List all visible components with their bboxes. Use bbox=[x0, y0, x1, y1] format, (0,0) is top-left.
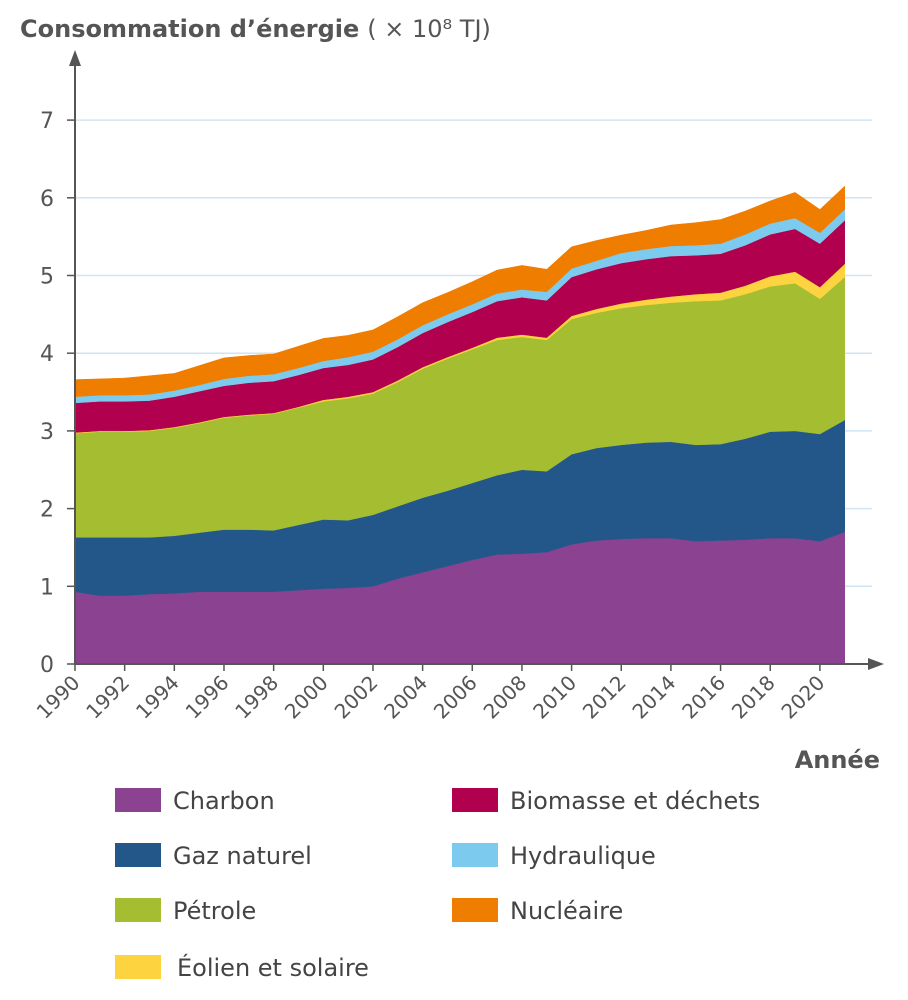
x-tick-label: 1990 bbox=[32, 671, 85, 724]
legend-swatch bbox=[115, 843, 161, 867]
legend-label: Éolien et solaire bbox=[177, 953, 369, 982]
legend-label: Pétrole bbox=[173, 897, 256, 925]
y-axis-arrow bbox=[69, 50, 81, 66]
x-tick-label: 2008 bbox=[479, 671, 532, 724]
legend-swatch bbox=[452, 898, 498, 922]
area-nucleaire bbox=[74, 185, 845, 397]
x-tick-label: 2018 bbox=[727, 671, 780, 724]
x-tick-label: 2012 bbox=[578, 671, 631, 724]
legend-item: Hydraulique bbox=[452, 842, 656, 870]
y-tick-label: 1 bbox=[40, 575, 54, 600]
legend-label: Nucléaire bbox=[510, 897, 623, 925]
axes bbox=[69, 50, 884, 670]
legend-item: Biomasse et déchets bbox=[452, 787, 760, 815]
chart-title: Consommation d’énergie( × 10⁸ TJ) bbox=[20, 15, 491, 43]
y-tick-label: 3 bbox=[40, 420, 54, 445]
x-tick-label: 1998 bbox=[230, 671, 283, 724]
x-tick-labels: 1990199219941996199820002002200420062008… bbox=[32, 671, 830, 724]
y-tick-label: 5 bbox=[40, 265, 54, 290]
y-tick-label: 2 bbox=[40, 498, 54, 523]
legend-item: Pétrole bbox=[115, 897, 256, 925]
legend-swatch bbox=[452, 843, 498, 867]
x-tick-label: 2016 bbox=[677, 671, 730, 724]
x-axis-arrow bbox=[868, 658, 884, 670]
legend-swatch bbox=[115, 788, 161, 812]
x-tick-label: 2020 bbox=[776, 671, 829, 724]
legend-item: Nucléaire bbox=[452, 897, 623, 925]
legend-swatch bbox=[115, 955, 161, 979]
x-tick-label: 2006 bbox=[429, 671, 482, 724]
x-tick-label: 2010 bbox=[528, 671, 581, 724]
legend-item: Éolien et solaire bbox=[115, 953, 369, 982]
legend-item: Charbon bbox=[115, 787, 275, 815]
y-tick-labels: 0 1 2 3 4 5 6 7 bbox=[40, 109, 54, 678]
legend-label: Biomasse et déchets bbox=[510, 787, 760, 815]
x-axis-label: Année bbox=[795, 746, 880, 774]
legend-swatch bbox=[452, 788, 498, 812]
y-tick-label: 6 bbox=[40, 187, 54, 212]
x-tick-label: 2004 bbox=[379, 671, 432, 724]
y-tick-label: 4 bbox=[40, 342, 54, 367]
y-tick-label: 0 bbox=[40, 653, 54, 678]
y-tick-label: 7 bbox=[40, 109, 54, 134]
legend: Charbon Gaz naturel Pétrole Éolien et solai… bbox=[115, 787, 760, 982]
x-tick-label: 2014 bbox=[627, 671, 680, 724]
legend-label: Hydraulique bbox=[510, 842, 656, 870]
legend-label: Gaz naturel bbox=[173, 842, 312, 870]
x-tick-label: 2002 bbox=[330, 671, 383, 724]
area-series bbox=[74, 185, 845, 665]
x-tick-label: 1996 bbox=[181, 671, 234, 724]
x-tick-label: 2000 bbox=[280, 671, 333, 724]
x-tick-label: 1992 bbox=[81, 671, 134, 724]
x-tick-label: 1994 bbox=[131, 671, 184, 724]
legend-swatch bbox=[115, 898, 161, 922]
legend-label: Charbon bbox=[173, 787, 275, 815]
legend-item: Gaz naturel bbox=[115, 842, 312, 870]
